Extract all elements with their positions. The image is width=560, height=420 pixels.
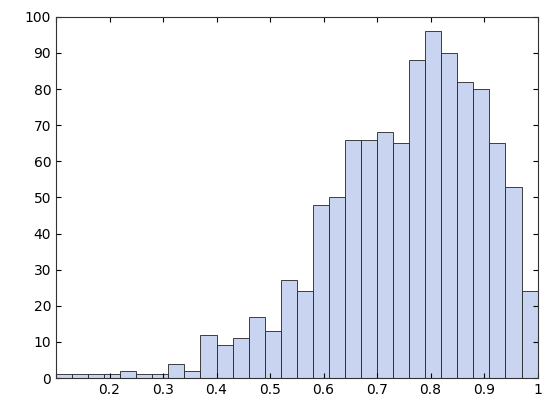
Bar	[88, 374, 104, 378]
Bar	[489, 143, 506, 378]
Bar	[249, 317, 265, 378]
Bar	[136, 374, 152, 378]
Bar	[473, 89, 489, 378]
Bar	[152, 374, 169, 378]
Bar	[361, 139, 377, 378]
Bar	[458, 82, 473, 378]
Bar	[169, 364, 184, 378]
Bar	[506, 186, 521, 378]
Bar	[200, 335, 217, 378]
Bar	[425, 31, 441, 378]
Bar	[441, 53, 458, 378]
Bar	[184, 371, 200, 378]
Bar	[217, 346, 232, 378]
Bar	[265, 331, 281, 378]
Bar	[313, 205, 329, 378]
Bar	[297, 291, 313, 378]
Bar	[345, 139, 361, 378]
Bar	[56, 374, 72, 378]
Bar	[377, 132, 393, 378]
Bar	[393, 143, 409, 378]
Bar	[521, 291, 538, 378]
Bar	[409, 60, 425, 378]
Bar	[72, 374, 88, 378]
Bar	[232, 338, 249, 378]
Bar	[104, 374, 120, 378]
Bar	[281, 281, 297, 378]
Bar	[329, 197, 345, 378]
Bar	[120, 371, 136, 378]
